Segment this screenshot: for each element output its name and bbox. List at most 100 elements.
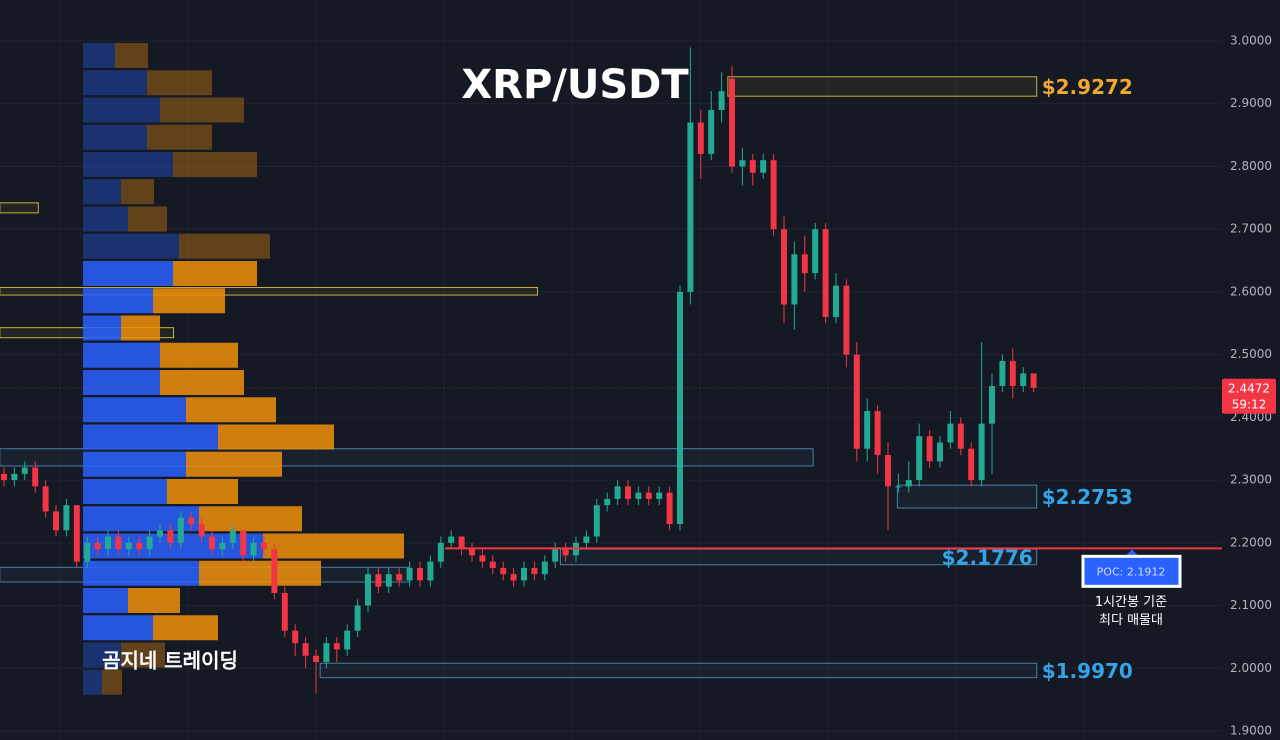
candle-body — [469, 549, 475, 556]
candle-body — [593, 505, 600, 537]
candle-body — [635, 492, 642, 499]
profile-buy — [83, 152, 173, 177]
candle-body — [313, 655, 319, 662]
candle-body — [209, 536, 215, 550]
profile-buy — [83, 342, 160, 368]
candle-body — [781, 229, 787, 305]
candle-body — [11, 473, 18, 481]
candle-body — [1020, 373, 1027, 386]
candle-body — [666, 492, 673, 524]
watermark: 곰지네 트레이딩 — [102, 649, 238, 673]
zone — [727, 76, 1038, 97]
candle-body — [375, 574, 382, 587]
y-tick-label: 2.3000 — [1230, 473, 1272, 487]
candle-body — [541, 561, 548, 575]
candle-body — [926, 436, 933, 462]
candle-body — [292, 630, 299, 644]
candle-body — [583, 536, 590, 543]
candle-body — [770, 160, 777, 230]
profile-sell — [147, 70, 212, 96]
candle-body — [115, 536, 122, 550]
zone — [896, 484, 1038, 509]
candle-body — [604, 498, 611, 506]
profile-buy — [83, 451, 186, 477]
profile-buy — [83, 233, 179, 259]
candle-body — [687, 122, 694, 292]
candle-body — [729, 78, 735, 167]
y-tick-label: 3.0000 — [1230, 34, 1272, 48]
profile-buy — [83, 479, 167, 504]
candle-body — [1030, 373, 1037, 388]
profile-sell — [121, 315, 160, 341]
profile-sell — [199, 560, 321, 586]
candle-body — [552, 549, 559, 562]
y-tick-label: 2.0000 — [1230, 661, 1272, 675]
candle-body — [500, 567, 507, 575]
candle-body — [905, 480, 912, 487]
y-tick-label: 2.6000 — [1230, 284, 1272, 298]
candle-body — [396, 574, 403, 581]
candle-body — [32, 467, 39, 487]
candle-body — [406, 567, 413, 581]
candle-body — [42, 486, 49, 512]
candle-body — [271, 549, 278, 593]
candle-body — [677, 291, 683, 524]
candle-body — [448, 536, 455, 543]
candle-body — [21, 467, 28, 474]
y-tick-label: 2.5000 — [1230, 347, 1272, 361]
candle-body — [479, 555, 486, 562]
candle-body — [1009, 360, 1016, 386]
candle-body — [947, 423, 954, 443]
candle-body — [354, 605, 361, 631]
candle-body — [302, 643, 309, 656]
profile-buy — [83, 642, 121, 668]
candle-body — [937, 442, 943, 462]
last-price-label: 2.4472 — [1228, 381, 1270, 395]
profile-sell — [153, 288, 225, 314]
candle-body — [219, 542, 226, 550]
profile-buy — [83, 97, 160, 123]
profile-sell — [160, 370, 244, 395]
zone-label: $1.9970 — [1042, 659, 1133, 683]
candle-body — [812, 229, 819, 274]
candle-body — [344, 630, 351, 650]
candle-body — [843, 285, 850, 355]
profile-buy — [83, 669, 102, 695]
candle-body — [281, 593, 288, 631]
profile-sell — [102, 669, 122, 695]
profile-buy — [83, 588, 128, 613]
profile-sell — [179, 233, 270, 259]
candle-body — [458, 536, 465, 550]
candle-body — [1, 473, 7, 481]
candle-body — [63, 505, 70, 531]
zone-label: $2.1776 — [942, 545, 1033, 569]
profile-sell — [167, 479, 238, 504]
candle-body — [229, 530, 236, 543]
candle-body — [739, 160, 746, 167]
y-tick-label: 1.9000 — [1230, 724, 1272, 738]
candle-body — [240, 530, 247, 556]
profile-buy — [83, 315, 121, 341]
candle-body — [853, 354, 860, 449]
candle-body — [250, 542, 257, 556]
poc-note: 1시간봉 기준 — [1095, 595, 1167, 610]
candle-body — [94, 542, 101, 550]
profile-sell — [121, 179, 154, 205]
profile-sell — [173, 152, 257, 177]
profile-buy — [83, 179, 121, 205]
zone — [0, 202, 39, 214]
candle-body — [417, 567, 423, 581]
candle-body — [510, 574, 517, 581]
poc-label: POC: 2.1912 — [1097, 565, 1166, 578]
profile-sell — [186, 397, 276, 423]
candle-body — [895, 486, 902, 488]
zone — [0, 287, 539, 296]
candle-body — [718, 91, 725, 110]
candle-body — [73, 505, 80, 562]
profile-sell — [160, 97, 244, 123]
candle-body — [864, 411, 871, 449]
candle-body — [656, 492, 663, 499]
candle-body — [957, 423, 964, 449]
